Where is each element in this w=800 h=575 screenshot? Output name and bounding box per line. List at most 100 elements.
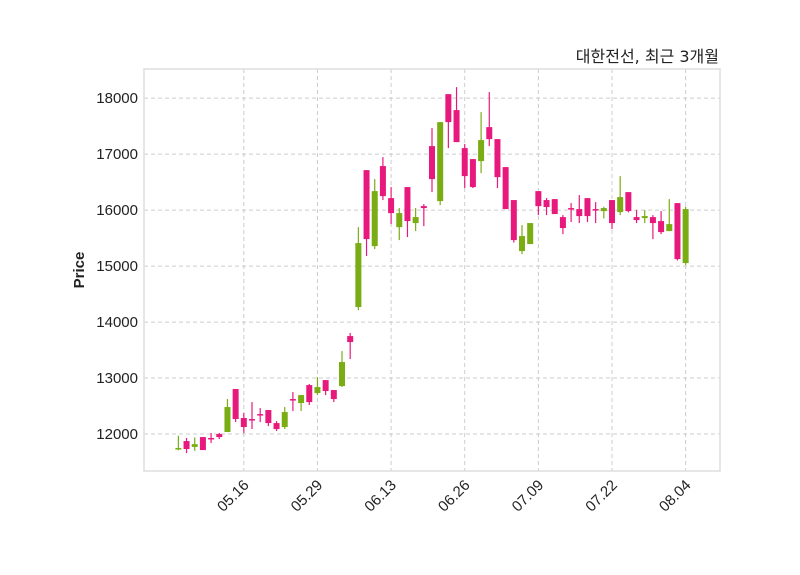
candle-body bbox=[535, 191, 542, 207]
candle bbox=[281, 407, 288, 430]
candle-body bbox=[379, 166, 386, 197]
candle bbox=[543, 198, 550, 216]
y-tick-label: 13000 bbox=[96, 370, 138, 387]
candle-body bbox=[445, 94, 452, 123]
candle bbox=[510, 200, 517, 243]
candle-body bbox=[273, 423, 280, 430]
candle-body bbox=[543, 200, 550, 208]
candle-body bbox=[191, 444, 198, 447]
candle bbox=[453, 87, 460, 143]
y-tick-label: 15000 bbox=[96, 258, 138, 275]
candle bbox=[216, 432, 223, 440]
candle-body bbox=[453, 110, 460, 143]
candle-body bbox=[420, 206, 427, 209]
candle bbox=[674, 203, 681, 261]
y-tick-label: 14000 bbox=[96, 314, 138, 331]
candle-body bbox=[347, 336, 354, 343]
y-tick-label: 12000 bbox=[96, 426, 138, 443]
x-tick-label: 06.26 bbox=[435, 477, 474, 516]
candle bbox=[322, 380, 329, 396]
candle bbox=[240, 413, 247, 434]
candle-body bbox=[208, 437, 215, 440]
candle bbox=[551, 199, 558, 215]
x-tick-label: 06.13 bbox=[361, 477, 400, 516]
candle bbox=[199, 437, 206, 451]
candle-body bbox=[617, 197, 624, 213]
candle bbox=[183, 437, 190, 454]
candle bbox=[388, 187, 395, 225]
candle bbox=[649, 215, 656, 240]
candle bbox=[445, 94, 452, 149]
candle bbox=[494, 139, 501, 189]
candle bbox=[306, 384, 313, 406]
candle-body bbox=[306, 385, 313, 403]
candle-body bbox=[641, 216, 648, 219]
candle-body bbox=[216, 434, 223, 438]
candle bbox=[232, 389, 239, 423]
y-tick-labels: 12000 13000 14000 15000 16000 17000 18000 bbox=[96, 90, 138, 443]
candle bbox=[208, 433, 215, 444]
x-tick-label: 08.04 bbox=[656, 477, 695, 516]
candle bbox=[502, 167, 509, 210]
candle-body bbox=[371, 191, 378, 247]
candle-body bbox=[461, 148, 468, 177]
candle bbox=[519, 225, 525, 255]
candle bbox=[339, 351, 345, 388]
candle-body bbox=[519, 236, 525, 252]
candle bbox=[584, 198, 591, 223]
x-tick-labels: 05.16 05.29 06.13 06.26 07.09 07.22 08.04 bbox=[214, 477, 694, 516]
candle-body bbox=[502, 167, 509, 210]
candle-body bbox=[175, 448, 182, 450]
x-tick-label: 05.16 bbox=[214, 477, 253, 516]
candle bbox=[478, 112, 485, 174]
candle-body bbox=[232, 389, 239, 420]
candle-body bbox=[265, 410, 272, 424]
candle-body bbox=[322, 380, 329, 392]
candle bbox=[625, 192, 632, 213]
candle bbox=[420, 204, 427, 227]
candle-body bbox=[649, 217, 656, 224]
candle bbox=[633, 210, 640, 224]
candle-body bbox=[592, 209, 599, 211]
candle-body bbox=[600, 208, 607, 212]
candle-body bbox=[339, 362, 345, 387]
y-tick-label: 16000 bbox=[96, 202, 138, 219]
candle-body bbox=[551, 199, 558, 215]
candle bbox=[617, 176, 624, 216]
candle-body bbox=[257, 414, 264, 416]
candle bbox=[314, 377, 321, 396]
candle-body bbox=[437, 122, 444, 202]
candle-body bbox=[281, 412, 288, 428]
candle-body bbox=[625, 192, 632, 212]
candle-body bbox=[674, 203, 681, 260]
x-tick-label: 07.09 bbox=[509, 477, 548, 516]
candle bbox=[535, 191, 542, 216]
candle-body bbox=[199, 437, 206, 451]
candle-body bbox=[289, 399, 296, 401]
candle-body bbox=[527, 223, 534, 245]
candle bbox=[658, 211, 665, 235]
candle-body bbox=[658, 221, 665, 233]
x-tick-label: 07.22 bbox=[582, 477, 621, 516]
candle bbox=[412, 208, 419, 232]
candle bbox=[682, 206, 689, 265]
candle-body bbox=[584, 198, 591, 217]
candle-body bbox=[469, 159, 476, 188]
y-axis-label: Price bbox=[71, 252, 88, 289]
candle-body bbox=[314, 387, 321, 394]
chart-title: 대한전선, 최근 3개월 bbox=[576, 47, 719, 66]
candle bbox=[249, 402, 255, 430]
candle-body bbox=[666, 224, 673, 232]
candle-body bbox=[404, 187, 411, 222]
candle bbox=[609, 200, 615, 230]
candle-body bbox=[568, 208, 575, 210]
candle-body bbox=[633, 217, 640, 221]
candle bbox=[576, 195, 583, 224]
candle bbox=[666, 199, 673, 232]
candle bbox=[461, 144, 468, 189]
candle bbox=[175, 435, 182, 451]
candle-body bbox=[224, 407, 231, 433]
candle-body bbox=[494, 139, 501, 178]
candle-body bbox=[355, 243, 362, 308]
